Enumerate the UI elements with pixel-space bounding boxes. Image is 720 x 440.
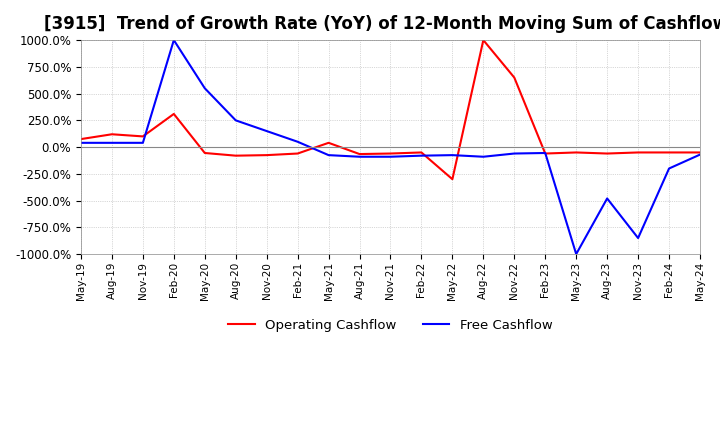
Operating Cashflow: [417, 150, 426, 155]
Operating Cashflow: [262, 153, 271, 158]
Operating Cashflow: [603, 151, 611, 156]
Free Cashflow: [417, 153, 426, 158]
Operating Cashflow: [76, 136, 85, 142]
Operating Cashflow: [572, 150, 580, 155]
Legend: Operating Cashflow, Free Cashflow: Operating Cashflow, Free Cashflow: [223, 314, 558, 337]
Operating Cashflow: [200, 150, 209, 156]
Operating Cashflow: [138, 134, 147, 139]
Free Cashflow: [107, 140, 116, 146]
Free Cashflow: [231, 118, 240, 123]
Free Cashflow: [603, 196, 611, 201]
Operating Cashflow: [541, 151, 549, 156]
Free Cashflow: [355, 154, 364, 159]
Free Cashflow: [138, 140, 147, 146]
Operating Cashflow: [355, 151, 364, 157]
Free Cashflow: [510, 151, 518, 156]
Title: [3915]  Trend of Growth Rate (YoY) of 12-Month Moving Sum of Cashflows: [3915] Trend of Growth Rate (YoY) of 12-…: [43, 15, 720, 33]
Free Cashflow: [665, 166, 673, 171]
Operating Cashflow: [448, 176, 456, 182]
Free Cashflow: [293, 139, 302, 144]
Free Cashflow: [200, 86, 209, 91]
Line: Free Cashflow: Free Cashflow: [81, 40, 700, 254]
Free Cashflow: [448, 153, 456, 158]
Operating Cashflow: [231, 153, 240, 158]
Free Cashflow: [696, 152, 704, 157]
Free Cashflow: [541, 150, 549, 156]
Operating Cashflow: [696, 150, 704, 155]
Free Cashflow: [572, 252, 580, 257]
Free Cashflow: [324, 153, 333, 158]
Free Cashflow: [262, 128, 271, 134]
Operating Cashflow: [634, 150, 642, 155]
Operating Cashflow: [510, 75, 518, 80]
Operating Cashflow: [169, 111, 178, 117]
Free Cashflow: [634, 235, 642, 241]
Free Cashflow: [76, 140, 85, 146]
Free Cashflow: [386, 154, 395, 159]
Operating Cashflow: [386, 151, 395, 156]
Operating Cashflow: [665, 150, 673, 155]
Operating Cashflow: [293, 151, 302, 156]
Operating Cashflow: [107, 132, 116, 137]
Operating Cashflow: [479, 37, 487, 43]
Free Cashflow: [479, 154, 487, 159]
Operating Cashflow: [324, 140, 333, 146]
Free Cashflow: [169, 37, 178, 43]
Line: Operating Cashflow: Operating Cashflow: [81, 40, 700, 179]
